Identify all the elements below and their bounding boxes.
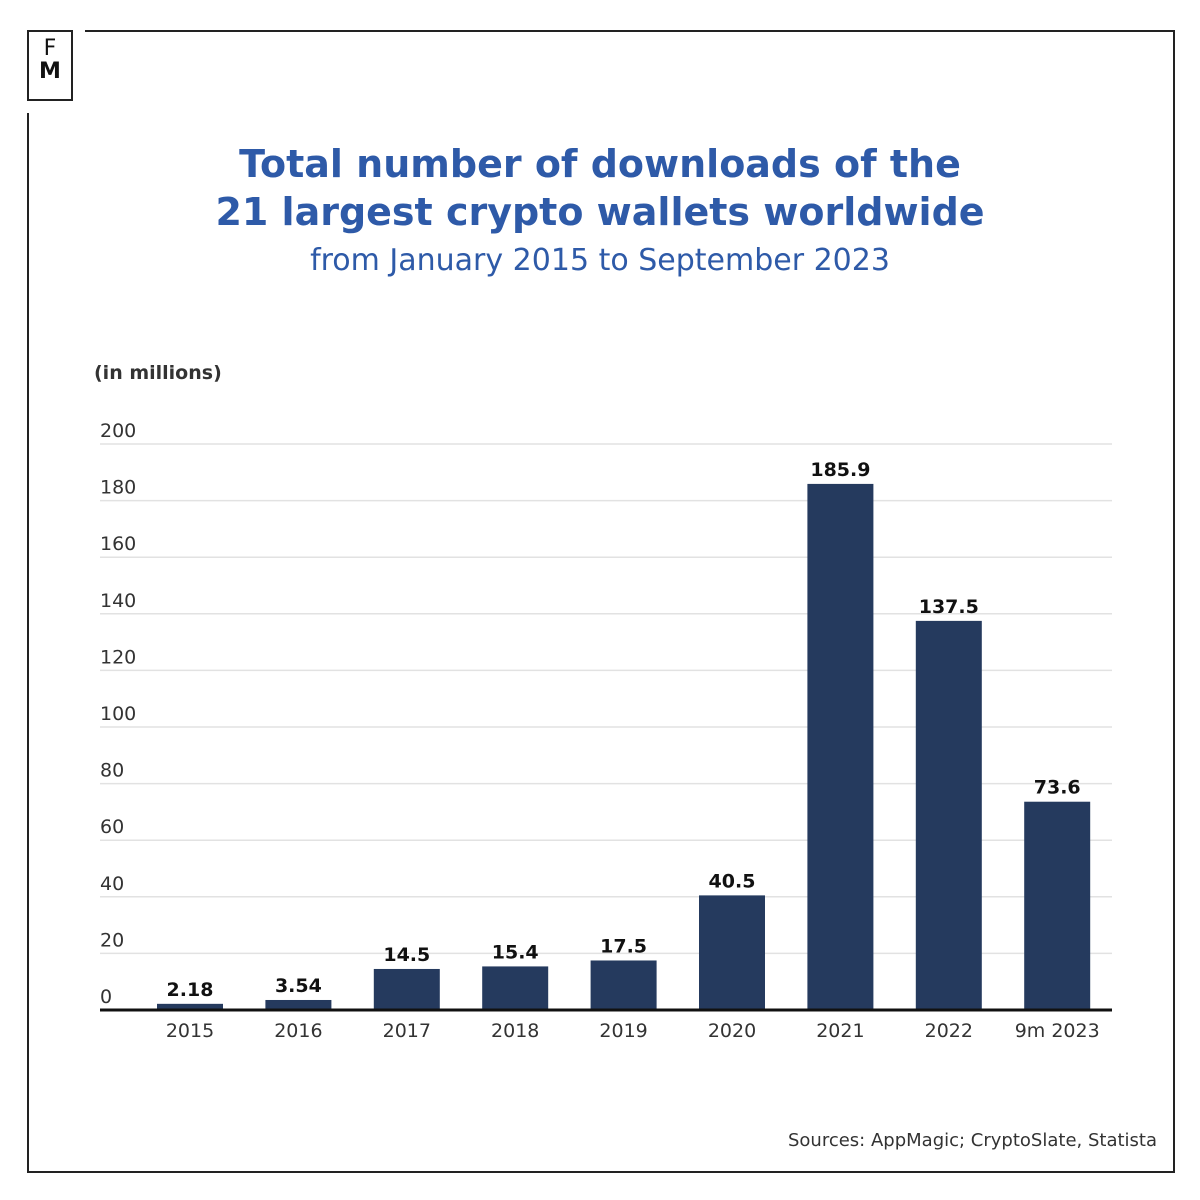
bar [373,968,440,1010]
y-tick-label: 0 [100,986,112,1008]
bar [265,999,332,1010]
bar [482,966,549,1010]
x-tick-label: 2022 [925,1020,973,1042]
y-tick-label: 100 [100,703,136,725]
bar [590,960,657,1010]
y-tick-label: 200 [100,420,136,442]
x-tick-label: 2018 [491,1020,539,1042]
y-tick-label: 40 [100,873,124,895]
y-tick-label: 140 [100,590,136,612]
chart-subtitle: from January 2015 to September 2023 [310,243,890,278]
frame-left [27,113,29,1173]
x-tick-label: 2021 [816,1020,864,1042]
x-tick-label: 2016 [274,1020,322,1042]
data-label: 15.4 [492,941,539,963]
y-tick-label: 20 [100,929,124,951]
x-tick-label: 9m 2023 [1015,1020,1100,1042]
frame-top [85,30,1175,32]
bar [1024,801,1091,1010]
x-tick-label: 2020 [708,1020,756,1042]
y-tick-label: 60 [100,816,124,838]
frame-bottom [27,1171,1175,1173]
x-tick-label: 2015 [166,1020,214,1042]
y-tick-label: 160 [100,533,136,555]
data-label: 40.5 [709,870,756,892]
source-note: Sources: AppMagic; CryptoSlate, Statista [787,1130,1157,1151]
bar [157,1003,223,1010]
y-tick-label: 80 [100,760,124,782]
bar [915,620,982,1010]
bar [807,483,874,1010]
y-tick-label: 120 [100,646,136,668]
chart-title: Total number of downloads of the 21 larg… [215,142,985,234]
bar [699,895,765,1010]
data-label: 17.5 [600,935,647,957]
data-label: 73.6 [1034,777,1081,799]
x-tick-label: 2017 [383,1020,431,1042]
data-label: 137.5 [919,596,979,618]
frame-right [1173,30,1175,1173]
data-label: 185.9 [810,459,870,481]
x-tick-label: 2019 [599,1020,647,1042]
data-label: 14.5 [383,944,430,966]
data-label: 2.18 [167,979,214,1001]
y-tick-label: 180 [100,477,136,499]
data-label: 3.54 [275,975,322,997]
y-axis-label: (in millions) [94,362,222,384]
